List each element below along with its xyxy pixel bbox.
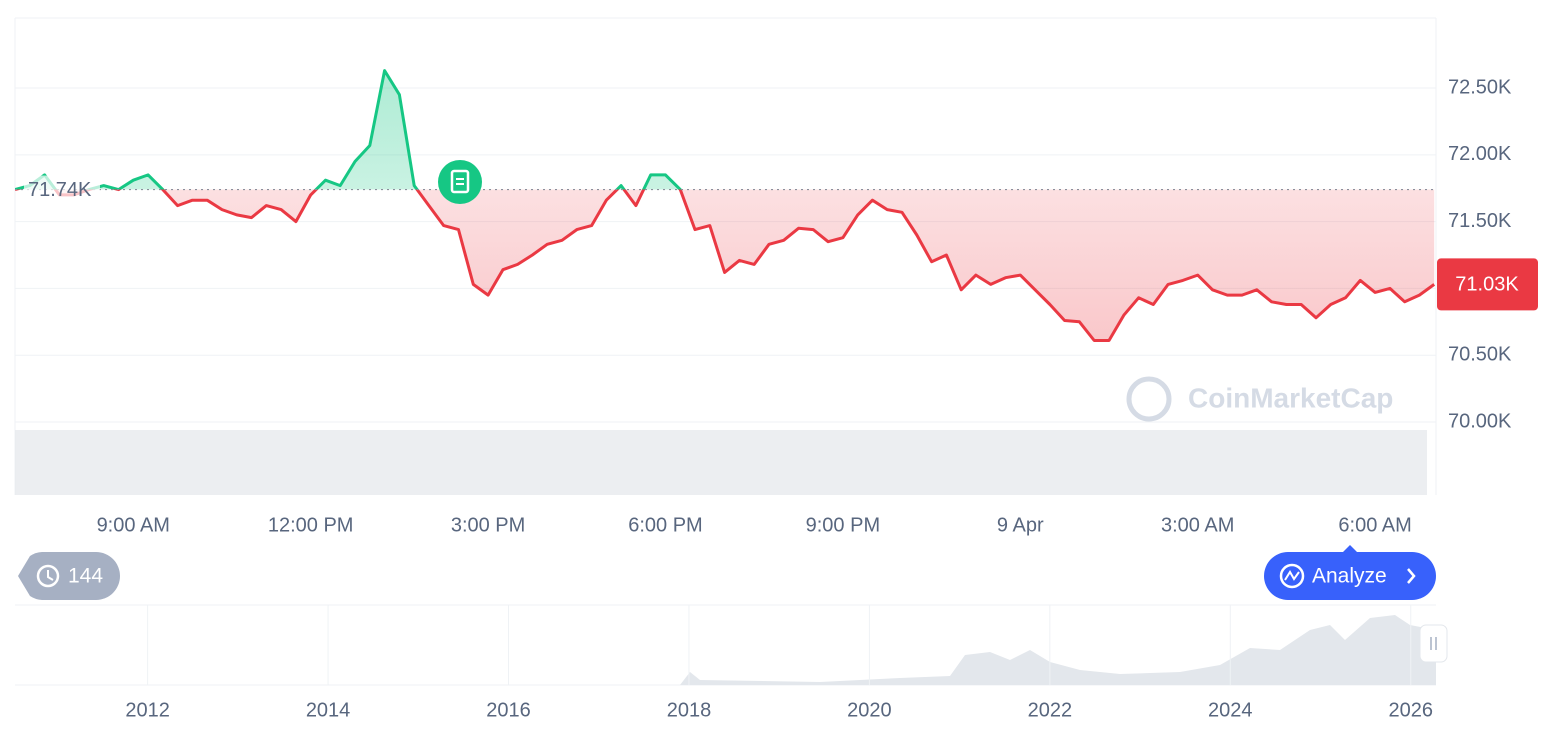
navigator-tick-label: 2024 [1208, 699, 1253, 721]
analyze-pill[interactable] [1264, 552, 1436, 600]
analyze-pointer [1343, 545, 1357, 552]
y-tick-label: 72.00K [1448, 143, 1512, 165]
news-icon [450, 169, 470, 194]
x-tick-label: 6:00 AM [1338, 514, 1411, 536]
x-tick-label: 9 Apr [997, 514, 1044, 536]
baseline-label-bg [24, 175, 100, 202]
area-below [15, 189, 1435, 341]
history-icon [47, 570, 54, 581]
volume-band [15, 430, 1427, 495]
y-tick-label: 70.00K [1448, 410, 1512, 432]
axes: 70.00K70.50K71.00K71.50K72.00K72.50K9:00… [14, 17, 1512, 536]
plot: 71.74K 71.03K [15, 69, 1538, 342]
x-tick-label: 6:00 PM [628, 514, 702, 536]
x-tick-label: 12:00 PM [268, 514, 354, 536]
y-tick-label: 71.50K [1448, 210, 1512, 232]
price-line-down [15, 189, 1436, 342]
analyze-icon [1284, 570, 1300, 581]
navigator: 2012 2014 2016 2018 2020 2022 2024 2026 [15, 604, 1448, 721]
x-tick-label: 9:00 PM [806, 514, 880, 536]
x-tick-label: 3:00 PM [451, 514, 525, 536]
navigator-tick-label: 2018 [667, 699, 712, 721]
y-tick-label: 72.50K [1448, 76, 1512, 98]
history-icon [36, 564, 60, 588]
history-count: 144 [68, 565, 103, 588]
analyze-button[interactable]: Analyze [1264, 545, 1436, 600]
news-marker[interactable] [438, 160, 482, 204]
x-tick-label: 9:00 AM [97, 514, 170, 536]
analyze-chevron [1407, 568, 1416, 584]
price-tag-label: 71.03K [1455, 274, 1519, 296]
history-button[interactable]: 144 [18, 552, 120, 600]
navigator-tick-label: 2016 [486, 699, 531, 721]
navigator-tick-label: 2022 [1028, 699, 1073, 721]
y-tick-label: 70.50K [1448, 344, 1512, 366]
analyze-icon [1279, 563, 1305, 589]
navigator-area [15, 615, 1436, 685]
watermark: CoinMarketCap [1126, 376, 1393, 422]
analyze-label: Analyze [1312, 565, 1387, 588]
history-pill[interactable] [18, 552, 120, 600]
price-tag [1437, 258, 1538, 311]
navigator-tick-label: 2020 [847, 699, 892, 721]
baseline-label: 71.74K [28, 179, 92, 201]
watermark-text: CoinMarketCap [1188, 382, 1393, 413]
navigator-handle[interactable] [1419, 624, 1448, 663]
navigator-tick-label: 2014 [306, 699, 351, 721]
watermark-logo [1126, 376, 1172, 422]
navigator-tick-label: 2012 [125, 699, 170, 721]
navigator-tick-label: 2026 [1388, 699, 1433, 721]
x-tick-label: 3:00 AM [1161, 514, 1234, 536]
